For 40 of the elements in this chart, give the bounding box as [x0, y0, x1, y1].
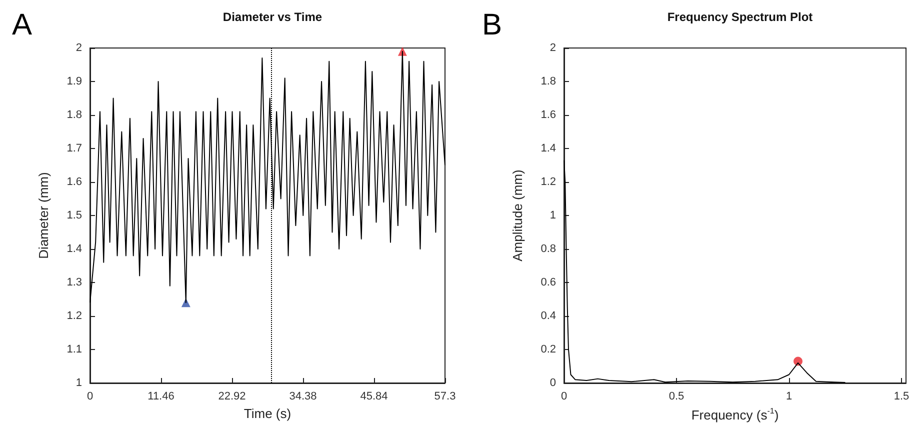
y-tick-label: 1 — [76, 377, 82, 389]
x-tick-label: 57.3 — [434, 390, 456, 402]
x-tick-label: 1 — [786, 390, 792, 402]
text: A — [12, 8, 32, 42]
x-tick-label: 0 — [560, 390, 568, 402]
y-tick-label: 1.7 — [66, 142, 82, 154]
y-tick-label: 2 — [76, 42, 82, 54]
y-tick-label: 1.9 — [66, 76, 82, 88]
y-tick-label: 1.6 — [540, 109, 556, 121]
y-tick-label: 0.4 — [540, 310, 556, 322]
y-tick-label: 2 — [550, 42, 556, 54]
y-tick-label: 1 — [550, 210, 556, 222]
x-tick-label: 1.5 — [894, 390, 910, 402]
y-tick-label: 0.8 — [540, 243, 556, 255]
x-tick-label: 22.92 — [218, 390, 246, 402]
x-tick-label: 45.84 — [360, 390, 388, 402]
y-tick-label: 1.2 — [66, 310, 82, 322]
y-tick-label: 0 — [550, 377, 556, 389]
y-tick-label: 1.4 — [66, 243, 82, 255]
y-tick-label: 1.2 — [540, 176, 556, 188]
y-tick-label: 0.6 — [540, 276, 556, 288]
y-axis-title: Diameter (mm) — [36, 172, 51, 259]
chart-title: Diameter vs Time — [222, 10, 322, 24]
chart-title: Frequency Spectrum Plot — [667, 10, 813, 24]
x-tick-label: 11.46 — [148, 390, 174, 402]
x-tick-label: 0.5 — [668, 390, 684, 402]
x-axis-title: Time (s) — [244, 406, 292, 421]
y-tick-label: 1.8 — [540, 76, 556, 88]
y-tick-label: 0.2 — [540, 344, 556, 356]
text: B — [482, 8, 502, 42]
y-tick-label: 1.3 — [66, 276, 82, 288]
y-tick-label: 1.1 — [66, 344, 82, 356]
x-tick-label: 34.38 — [289, 390, 317, 402]
line-series — [564, 160, 846, 383]
y-tick-label: 1.6 — [66, 176, 82, 188]
y-tick-label: 1.4 — [540, 142, 556, 154]
x-tick-label: 0 — [86, 390, 94, 402]
y-tick-label: 1.5 — [66, 210, 82, 222]
y-tick-label: 1.8 — [66, 109, 82, 121]
y-axis-title: Amplitude (mm) — [510, 170, 525, 262]
